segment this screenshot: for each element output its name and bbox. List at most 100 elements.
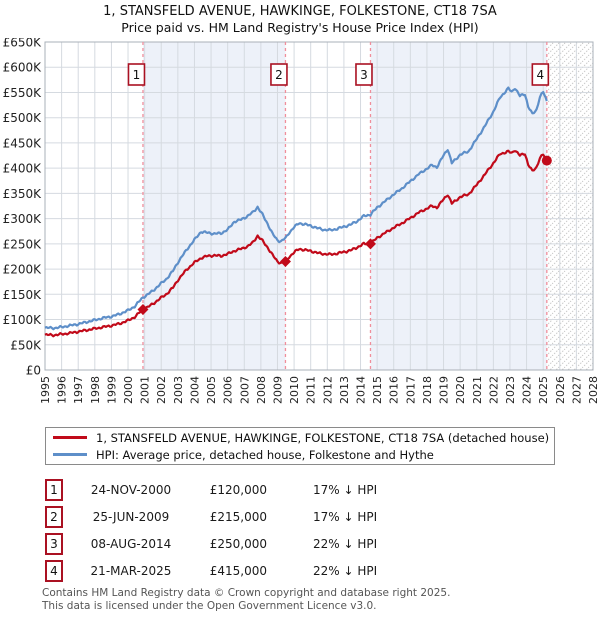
x-axis-tick-label: 2021	[471, 376, 484, 404]
sale-hpi-delta: 22% ↓ HPI	[313, 536, 378, 551]
page-title: 1, STANSFELD AVENUE, HAWKINGE, FOLKESTON…	[103, 4, 497, 19]
sale-point	[137, 303, 149, 315]
sale-number-label: 4	[537, 68, 545, 82]
x-axis-tick-label: 1995	[39, 376, 52, 404]
y-axis-tick-label: £150K	[3, 288, 43, 302]
sale-number-box	[355, 63, 373, 86]
x-axis-tick-label: 2003	[172, 376, 185, 404]
x-axis-tick-label: 2002	[155, 376, 168, 404]
sale-point	[541, 155, 552, 166]
sale-price: £120,000	[209, 482, 267, 497]
chart-legend: 1, STANSFELD AVENUE, HAWKINGE, FOLKESTON…	[45, 427, 555, 465]
x-axis-tick-label: 1999	[105, 376, 118, 404]
property-price-line	[44, 149, 548, 338]
x-axis-tick-label: 2023	[504, 376, 517, 404]
plot-border	[44, 41, 594, 371]
footer-line-2: This data is licensed under the Open Gov…	[42, 599, 377, 612]
y-axis-tick-label: £200K	[3, 263, 43, 277]
x-axis-tick-label: 2026	[554, 376, 567, 404]
ownership-period-band	[370, 42, 547, 370]
sale-number-label: 1	[133, 68, 141, 82]
sale-number-label: 3	[360, 68, 368, 82]
sale-date: 21-MAR-2025	[90, 563, 172, 578]
x-axis-tick-label: 1996	[56, 376, 69, 404]
y-axis-tick-label: £650K	[3, 38, 43, 50]
sale-price: £215,000	[209, 509, 267, 524]
sale-hpi-delta: 17% ↓ HPI	[313, 482, 378, 497]
sale-hpi-delta: 22% ↓ HPI	[313, 563, 378, 578]
x-axis-tick-label: 2013	[338, 376, 351, 404]
sale-number-label: 2	[275, 68, 283, 82]
y-axis-tick-label: £450K	[3, 136, 43, 150]
x-axis-tick-label: 2018	[421, 376, 434, 404]
sale-number-box	[127, 63, 146, 86]
x-axis-tick-label: 1997	[72, 376, 85, 404]
x-axis-tick-label: 2024	[521, 376, 534, 404]
x-axis-tick-label: 2022	[487, 376, 500, 404]
x-axis-tick-label: 2007	[238, 376, 251, 404]
y-axis-tick-label: £300K	[3, 212, 43, 226]
y-axis-tick-label: £250K	[3, 237, 43, 251]
x-axis-tick-label: 2008	[255, 376, 268, 404]
x-axis-tick-label: 2009	[271, 376, 284, 404]
y-axis-tick-label: £350K	[3, 187, 43, 201]
sale-number-badge: 2	[45, 505, 63, 528]
x-axis-tick-label: 2006	[222, 376, 235, 404]
sale-price: £415,000	[209, 563, 267, 578]
sale-date: 08-AUG-2014	[90, 536, 172, 551]
x-axis-tick-label: 2025	[537, 376, 550, 404]
x-axis-tick-label: 2004	[188, 376, 201, 404]
sale-hpi-delta: 17% ↓ HPI	[313, 509, 378, 524]
y-axis-tick-label: £0	[26, 364, 41, 378]
property-line-swatch	[53, 436, 87, 439]
x-axis-tick-label: 2010	[288, 376, 301, 404]
page-subtitle: Price paid vs. HM Land Registry's House …	[121, 20, 479, 35]
sale-date: 24-NOV-2000	[90, 482, 172, 497]
ownership-period-band	[142, 42, 286, 370]
y-axis-tick-label: £600K	[3, 61, 43, 75]
table-row: 2 25-JUN-2009 £215,000 17% ↓ HPI	[45, 503, 565, 530]
sale-number-box	[270, 63, 288, 86]
x-axis-tick-label: 1998	[89, 376, 102, 404]
x-axis-tick-label: 2020	[454, 376, 467, 404]
price-chart-canvas: 1 2 3 4 £0 £50K £100K £150K £200K £250K £300K £350K…	[3, 36, 600, 405]
y-axis-tick-label: £550K	[3, 86, 43, 100]
x-axis-tick-label: 2027	[570, 376, 583, 404]
transactions-table: 1 24-NOV-2000 £120,000 17% ↓ HPI 2 25-JU…	[45, 476, 565, 584]
x-axis-tick-label: 2016	[388, 376, 401, 404]
sale-price: £250,000	[209, 536, 267, 551]
x-axis-tick-label: 2005	[205, 376, 218, 404]
legend-label-property: 1, STANSFELD AVENUE, HAWKINGE, FOLKESTON…	[96, 430, 550, 445]
price-chart: 1 2 3 4 £0 £50K £100K £150K £200K £250K £300K £350K…	[0, 36, 600, 434]
legend-item-hpi: HPI: Average price, detached house, Folk…	[53, 448, 547, 462]
x-axis-tick-label: 2014	[355, 376, 368, 404]
x-axis-tick-label: 2000	[122, 376, 135, 404]
sale-number-badge: 1	[45, 478, 63, 501]
sale-point	[364, 238, 376, 250]
table-row: 1 24-NOV-2000 £120,000 17% ↓ HPI	[45, 476, 565, 503]
y-axis-tick-label: £400K	[3, 162, 43, 176]
x-axis-tick-label: 2012	[321, 376, 334, 404]
legend-label-hpi: HPI: Average price, detached house, Folk…	[96, 447, 434, 462]
y-axis-tick-label: £50K	[10, 338, 42, 352]
sale-point	[279, 256, 291, 268]
x-axis-tick-label: 2001	[139, 376, 152, 404]
hpi-line-swatch	[53, 453, 87, 456]
sale-number-box	[531, 63, 550, 86]
license-footer: Contains HM Land Registry data © Crown c…	[42, 587, 598, 612]
sale-date: 25-JUN-2009	[92, 509, 170, 524]
legend-item-property: 1, STANSFELD AVENUE, HAWKINGE, FOLKESTON…	[53, 430, 550, 445]
y-axis-tick-label: £500K	[3, 111, 43, 125]
footer-line-1: Contains HM Land Registry data © Crown c…	[42, 587, 451, 599]
table-row: 3 08-AUG-2014 £250,000 22% ↓ HPI	[45, 530, 565, 557]
x-axis-tick-label: 2017	[404, 376, 417, 404]
x-axis-tick-label: 2019	[438, 376, 451, 404]
future-region-hatch	[546, 42, 593, 370]
x-axis-tick-label: 2015	[371, 376, 384, 404]
y-axis-tick-label: £100K	[3, 313, 43, 327]
x-axis-tick-label: 2011	[305, 376, 318, 404]
hpi-line	[44, 86, 548, 331]
x-axis-tick-label: 2028	[587, 376, 600, 404]
sale-number-badge: 4	[45, 559, 63, 582]
chart-title-block: 1, STANSFELD AVENUE, HAWKINGE, FOLKESTON…	[0, 3, 600, 36]
